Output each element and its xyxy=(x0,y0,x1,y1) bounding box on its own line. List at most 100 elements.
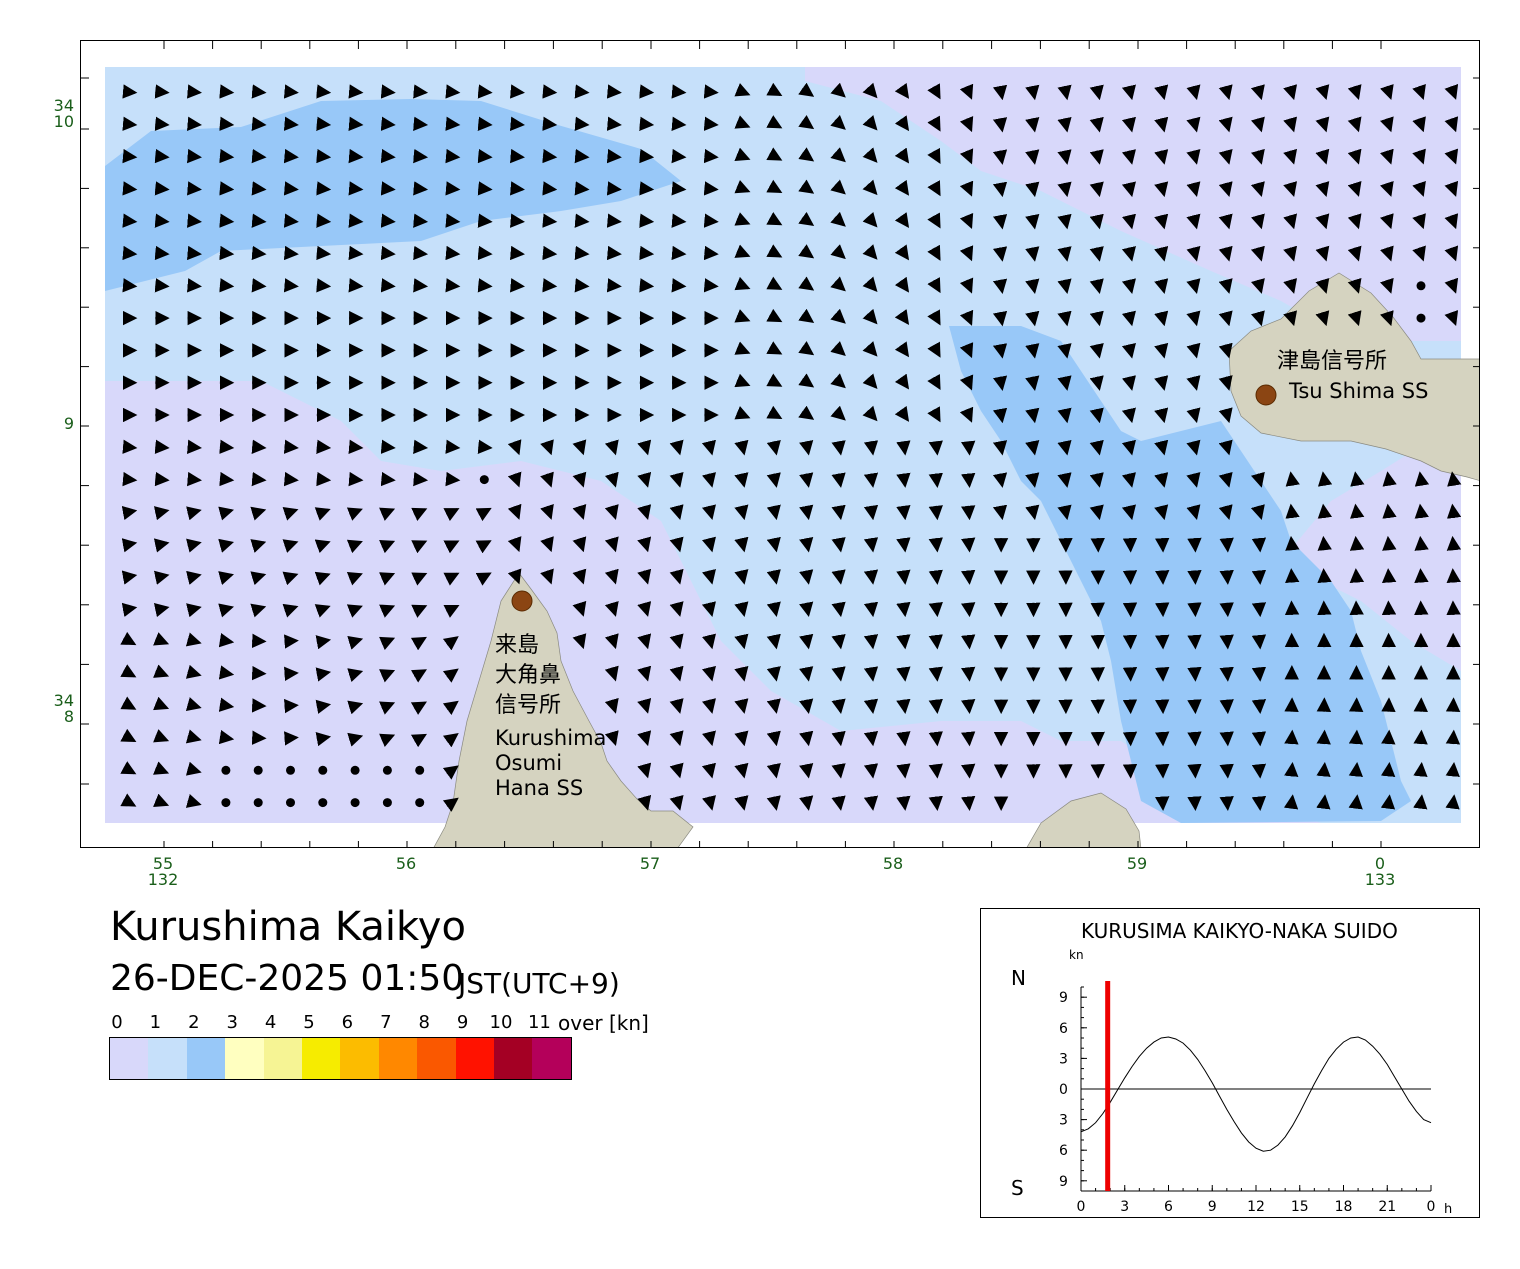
current-vector xyxy=(604,600,619,617)
current-vector xyxy=(348,148,364,164)
current-vector xyxy=(120,664,137,678)
x-tick-label: 15 xyxy=(1291,1199,1309,1215)
current-vector xyxy=(894,373,910,390)
current-vector xyxy=(154,245,170,261)
current-vector xyxy=(830,276,846,292)
current-vector xyxy=(442,636,459,651)
current-vector xyxy=(1186,310,1201,327)
current-vector xyxy=(443,605,460,618)
current-vector xyxy=(831,633,846,650)
legend-tick-label: 4 xyxy=(264,1012,277,1033)
current-vector xyxy=(442,765,459,780)
south-island xyxy=(1026,792,1142,847)
current-vector xyxy=(153,632,170,646)
current-vector xyxy=(992,278,1008,295)
x-tick-label: 0 xyxy=(1427,1199,1436,1215)
current-vector xyxy=(734,341,751,355)
current-vector xyxy=(542,181,558,196)
x-tick-label: 21 xyxy=(1378,1199,1396,1215)
current-vector xyxy=(316,213,332,228)
current-vector xyxy=(766,308,783,323)
current-vector xyxy=(1413,761,1428,777)
current-vector xyxy=(927,212,941,229)
current-vector xyxy=(1187,537,1202,553)
current-vector xyxy=(1186,149,1201,165)
current-vector xyxy=(992,343,1008,359)
kurushima-peninsula xyxy=(433,572,694,847)
current-vector xyxy=(413,213,429,228)
current-vector xyxy=(639,245,655,261)
current-vector xyxy=(1382,503,1397,519)
map-ticks xyxy=(81,41,1479,847)
current-vector xyxy=(637,536,652,553)
current-vector xyxy=(1187,666,1202,682)
current-vector xyxy=(961,602,976,618)
x-tick-label: 3 xyxy=(1120,1199,1129,1215)
current-vector xyxy=(927,115,941,132)
timezone: JST(UTC+9) xyxy=(458,967,620,1000)
current-vector xyxy=(992,472,1008,488)
current-vector-calm xyxy=(1416,313,1426,323)
current-vector xyxy=(1121,407,1136,424)
current-vector xyxy=(961,763,976,779)
current-vector xyxy=(1251,731,1267,747)
current-vector xyxy=(186,213,202,228)
y-axis-unit: kn xyxy=(1069,948,1084,962)
current-vector xyxy=(1089,342,1104,359)
current-vector xyxy=(283,213,299,228)
current-vector xyxy=(1219,634,1234,650)
current-vector xyxy=(734,179,751,194)
current-vector xyxy=(830,308,846,324)
current-vector xyxy=(443,508,460,522)
current-vector xyxy=(928,731,943,747)
current-vector xyxy=(830,373,846,389)
current-vector xyxy=(1121,278,1136,294)
current-vector-calm xyxy=(286,798,295,808)
current-vector xyxy=(896,569,911,585)
current-vector xyxy=(121,505,138,521)
current-vector xyxy=(316,116,332,131)
current-vector xyxy=(703,245,719,261)
current-vector xyxy=(863,795,879,811)
current-vector xyxy=(766,569,781,585)
current-vector xyxy=(154,278,170,293)
current-vector xyxy=(1122,667,1138,682)
tidal-current-line xyxy=(1080,1036,1432,1152)
current-vector xyxy=(1251,795,1267,811)
current-vector xyxy=(830,211,846,227)
y-tick-label: 3 xyxy=(1059,1051,1068,1067)
current-vector xyxy=(1057,407,1072,424)
current-vector xyxy=(959,277,974,294)
current-vector xyxy=(992,117,1008,133)
current-vector xyxy=(671,148,687,164)
legend-tick-label: 11 xyxy=(527,1012,551,1033)
current-vector xyxy=(185,794,202,808)
current-vector xyxy=(1186,116,1201,133)
current-vector xyxy=(894,147,910,164)
lon-tick-label: 56 xyxy=(395,854,417,873)
current-vector xyxy=(1187,602,1202,618)
current-vector xyxy=(572,439,587,456)
current-vector xyxy=(316,181,332,196)
y-tick-label: 0 xyxy=(1059,1082,1068,1098)
current-vector xyxy=(671,116,687,131)
current-vector xyxy=(154,213,170,228)
current-vector xyxy=(251,84,267,99)
current-vector xyxy=(1444,116,1459,133)
lon-tick-0: 0 133 xyxy=(1365,856,1396,888)
current-vector xyxy=(961,634,976,650)
current-vector xyxy=(154,148,170,164)
current-vector xyxy=(348,471,364,487)
current-vector xyxy=(671,84,687,99)
current-vector xyxy=(348,278,364,293)
current-vector xyxy=(1057,246,1072,262)
current-vector xyxy=(1089,407,1104,424)
current-vector xyxy=(314,539,331,554)
current-vector xyxy=(379,604,396,618)
current-vector xyxy=(959,180,974,197)
current-vector xyxy=(1317,471,1333,487)
current-vector xyxy=(542,148,558,164)
current-vector xyxy=(186,278,202,293)
current-vector xyxy=(314,571,331,586)
current-vector xyxy=(1187,731,1202,747)
